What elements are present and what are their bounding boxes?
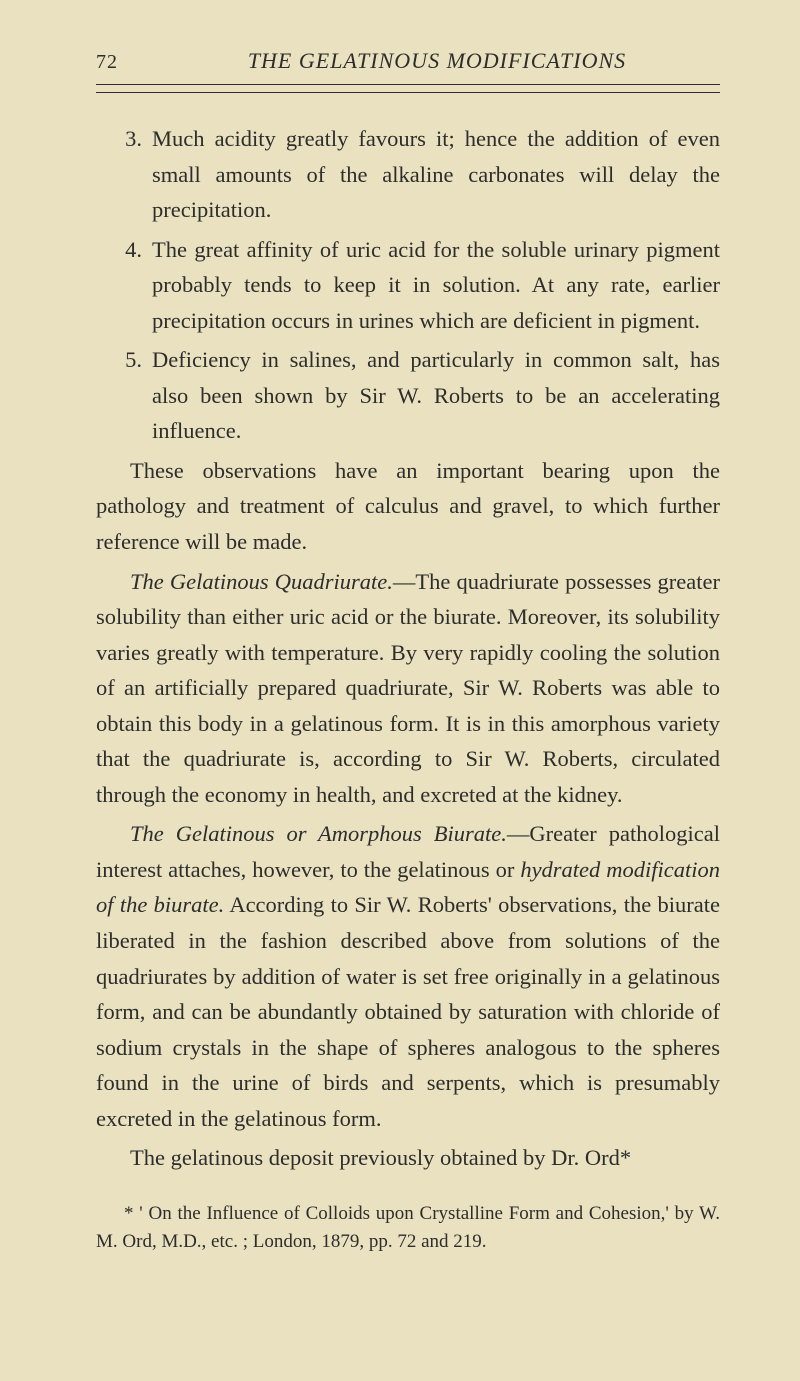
list-marker: 3. bbox=[96, 121, 152, 228]
body-text: 3. Much acidity greatly favours it; henc… bbox=[96, 121, 720, 1257]
list-content: Much acidity greatly favours it; hence t… bbox=[152, 121, 720, 228]
paragraph-lead-italic: The Gelatinous or Amorphous Biurate. bbox=[130, 821, 507, 846]
page-number: 72 bbox=[96, 51, 126, 74]
header-rule-top bbox=[96, 84, 720, 85]
paragraph: The Gelatinous Quadriurate.—The quadriur… bbox=[96, 564, 720, 813]
list-marker: 5. bbox=[96, 342, 152, 449]
list-content: Deficiency in salines, and particularly … bbox=[152, 342, 720, 449]
list-item: 5. Deficiency in salines, and particular… bbox=[96, 342, 720, 449]
paragraph-lead-italic: The Gelatinous Quadriurate. bbox=[130, 569, 393, 594]
footnote: * ' On the Influence of Colloids upon Cr… bbox=[96, 1200, 720, 1257]
page: 72 THE GELATINOUS MODIFICATIONS 3. Much … bbox=[0, 0, 800, 1336]
list-marker: 4. bbox=[96, 232, 152, 339]
running-header: 72 THE GELATINOUS MODIFICATIONS bbox=[96, 48, 720, 74]
list-content: The great affinity of uric acid for the … bbox=[152, 232, 720, 339]
paragraph-text: —The quadriurate possesses greater solub… bbox=[96, 569, 720, 807]
paragraph: The gelatinous deposit previously obtain… bbox=[96, 1140, 720, 1176]
list-item: 3. Much acidity greatly favours it; henc… bbox=[96, 121, 720, 228]
running-title: THE GELATINOUS MODIFICATIONS bbox=[154, 48, 720, 74]
header-rule-bottom bbox=[96, 92, 720, 93]
paragraph: These observations have an important bea… bbox=[96, 453, 720, 560]
paragraph-text: According to Sir W. Roberts' observation… bbox=[96, 892, 720, 1130]
list-item: 4. The great affinity of uric acid for t… bbox=[96, 232, 720, 339]
paragraph: The Gelatinous or Amorphous Biurate.—Gre… bbox=[96, 816, 720, 1136]
